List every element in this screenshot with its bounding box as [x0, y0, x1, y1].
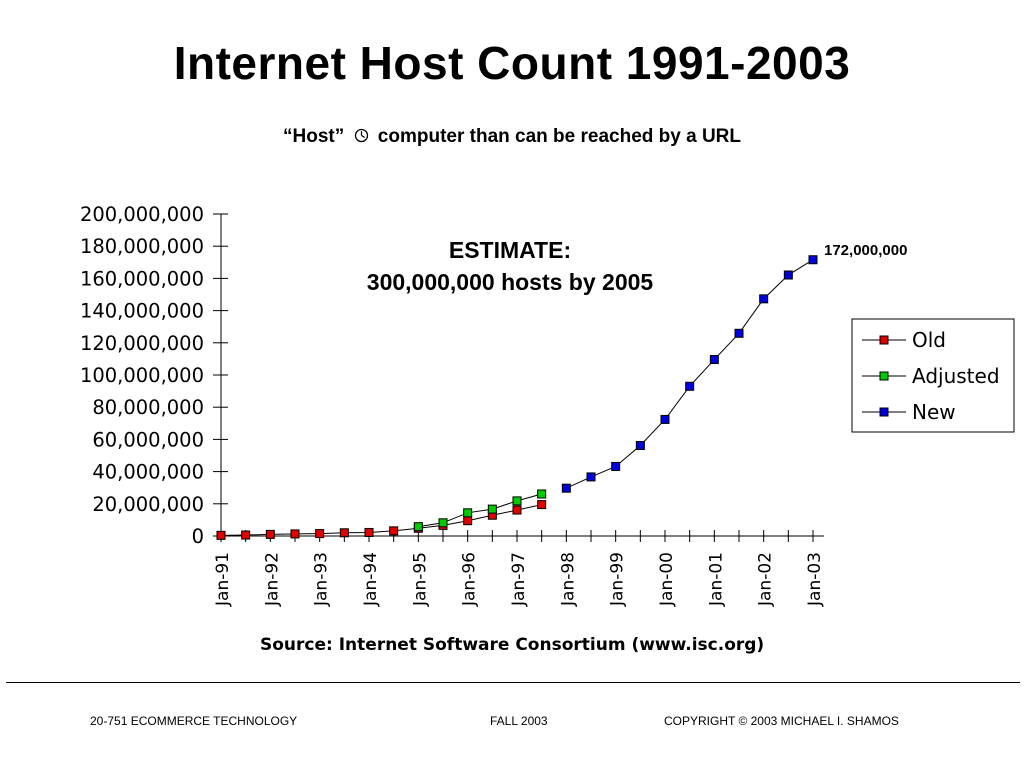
- legend-label-new: New: [912, 400, 956, 424]
- slide-title: Internet Host Count 1991-2003: [173, 37, 851, 89]
- y-tick-label: 20,000,000: [92, 493, 204, 516]
- data-point-old: [241, 530, 251, 540]
- data-point-adjusted: [537, 489, 547, 499]
- data-point-new: [561, 483, 571, 493]
- x-tick-label: Jan-92: [262, 552, 282, 607]
- y-tick-label: 0: [192, 525, 204, 548]
- chart-source: Source: Internet Software Consortium (ww…: [260, 635, 764, 655]
- x-tick-label: Jan-99: [608, 552, 628, 607]
- y-tick-label: 160,000,000: [80, 267, 204, 290]
- footer-divider: [6, 682, 1020, 683]
- legend-swatch-adjusted: [879, 371, 889, 381]
- subtitle-definition: computer than can be reached by a URL: [377, 126, 741, 147]
- data-point-old: [339, 528, 349, 538]
- x-tick-label: Jan-97: [509, 552, 529, 607]
- x-tick-label: Jan-02: [756, 552, 776, 607]
- data-point-new: [709, 355, 719, 365]
- legend-label-old: Old: [912, 328, 946, 352]
- x-tick-label: Jan-95: [410, 552, 430, 607]
- chart-legend: Old Adjusted New: [851, 318, 1015, 433]
- y-tick-label: 120,000,000: [80, 332, 204, 355]
- data-point-new: [685, 381, 695, 391]
- x-tick-label: Jan-96: [460, 552, 480, 607]
- data-point-adjusted: [512, 496, 522, 506]
- data-point-new: [808, 255, 818, 265]
- footer-course: 20-751 ECOMMERCE TECHNOLOGY: [90, 714, 298, 728]
- x-tick-label: Jan-94: [361, 552, 381, 607]
- data-point-new: [734, 328, 744, 338]
- data-point-old: [216, 530, 226, 540]
- legend-swatch-new: [879, 407, 889, 417]
- data-point-old: [364, 527, 374, 537]
- y-tick-label: 180,000,000: [80, 235, 204, 258]
- data-point-adjusted: [463, 508, 473, 518]
- chart-markers: [216, 255, 818, 540]
- x-tick-label: Jan-03: [805, 552, 825, 607]
- estimate-heading: ESTIMATE:: [448, 237, 572, 263]
- chart-axes: 0 20,000,000 40,000,000 60,000,000 80,000,00…: [80, 203, 825, 607]
- footer-term: FALL 2003: [490, 714, 548, 728]
- data-point-adjusted: [438, 518, 448, 528]
- y-tick-label: 140,000,000: [80, 300, 204, 323]
- data-point-new: [635, 441, 645, 451]
- slide-subtitle: “Host” computer than can be reached by a…: [0, 126, 1024, 149]
- data-point-new: [783, 270, 793, 280]
- x-tick-label: Jan-91: [213, 552, 233, 607]
- clock-icon: [354, 127, 369, 149]
- footer-copyright: COPYRIGHT © 2003 MICHAEL I. SHAMOS: [664, 714, 899, 728]
- legend-swatch-old: [879, 335, 889, 345]
- chart-lines: [220, 259, 814, 536]
- series-line-adjusted: [418, 493, 542, 528]
- estimate-annotation: ESTIMATE: 300,000,000 hosts by 2005: [300, 234, 720, 298]
- y-tick-label: 40,000,000: [92, 461, 204, 484]
- x-tick-label: Jan-01: [706, 552, 726, 607]
- data-point-old: [290, 529, 300, 539]
- subtitle-host-term: “Host”: [283, 126, 345, 147]
- data-point-new: [660, 414, 670, 424]
- data-point-old: [389, 526, 399, 536]
- y-tick-label: 60,000,000: [92, 428, 204, 451]
- data-point-old: [537, 500, 547, 510]
- y-tick-label: 80,000,000: [92, 396, 204, 419]
- host-count-chart: 0 20,000,000 40,000,000 60,000,000 80,000,00…: [80, 203, 1015, 655]
- data-point-adjusted: [413, 522, 423, 532]
- data-point-old: [512, 505, 522, 515]
- x-tick-label: Jan-93: [312, 552, 332, 607]
- estimate-value: 300,000,000 hosts by 2005: [366, 269, 654, 295]
- data-point-adjusted: [487, 504, 497, 514]
- y-tick-label: 200,000,000: [80, 203, 204, 226]
- data-point-new: [586, 472, 596, 482]
- data-point-old: [315, 529, 325, 539]
- data-point-new: [759, 294, 769, 304]
- y-tick-label: 100,000,000: [80, 364, 204, 387]
- x-tick-label: Jan-98: [558, 552, 578, 607]
- data-point-new: [611, 461, 621, 471]
- final-value-label: 172,000,000: [824, 242, 908, 259]
- x-tick-label: Jan-00: [657, 552, 677, 607]
- legend-label-adjusted: Adjusted: [912, 364, 1000, 388]
- data-point-old: [463, 516, 473, 526]
- data-point-old: [265, 529, 275, 539]
